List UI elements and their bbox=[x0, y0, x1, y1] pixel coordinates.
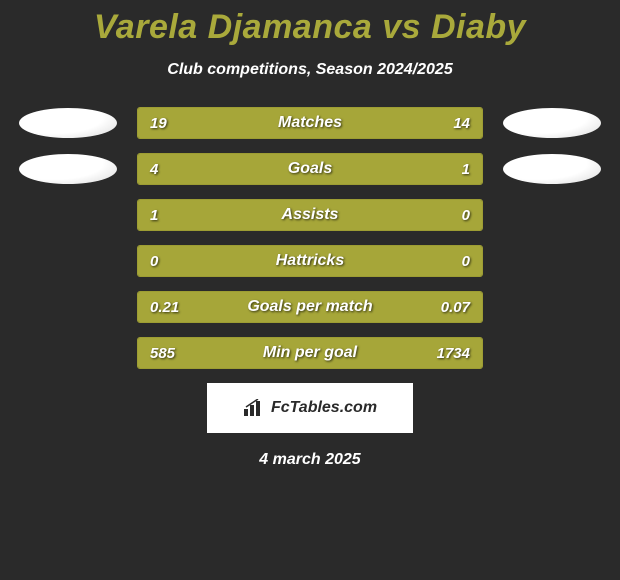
footer-brand-wrap: FcTables.com bbox=[243, 399, 377, 417]
stat-value-left: 585 bbox=[150, 338, 175, 368]
footer-brand-text: FcTables.com bbox=[271, 399, 377, 417]
stat-value-right: 0 bbox=[462, 200, 470, 230]
stat-bar: Goals4 1 bbox=[137, 153, 483, 185]
comparison-container: Varela Djamanca vs Diaby Club competitio… bbox=[0, 0, 620, 469]
stat-label: Min per goal bbox=[138, 338, 482, 368]
player-avatar-left bbox=[19, 154, 117, 184]
stat-row: Hattricks0 0 bbox=[0, 245, 620, 277]
player-avatar-right bbox=[503, 108, 601, 138]
stat-row: Min per goal585 1734 bbox=[0, 337, 620, 369]
page-subtitle: Club competitions, Season 2024/2025 bbox=[0, 61, 620, 79]
footer-badge[interactable]: FcTables.com bbox=[207, 383, 413, 433]
stat-value-left: 1 bbox=[150, 200, 158, 230]
player-avatar-right bbox=[503, 154, 601, 184]
player-avatar-left bbox=[19, 108, 117, 138]
stat-value-left: 0 bbox=[150, 246, 158, 276]
stat-label: Assists bbox=[138, 200, 482, 230]
stat-row: Matches19 14 bbox=[0, 107, 620, 139]
stat-value-right: 1734 bbox=[437, 338, 470, 368]
stat-value-right: 14 bbox=[453, 108, 470, 138]
stat-value-left: 0.21 bbox=[150, 292, 179, 322]
stat-label: Goals bbox=[138, 154, 482, 184]
stat-label: Matches bbox=[138, 108, 482, 138]
stat-value-right: 0.07 bbox=[441, 292, 470, 322]
stat-row: Goals per match0.21 0.07 bbox=[0, 291, 620, 323]
stat-label: Goals per match bbox=[138, 292, 482, 322]
page-title: Varela Djamanca vs Diaby bbox=[0, 8, 620, 47]
stat-row: Assists1 0 bbox=[0, 199, 620, 231]
stat-value-left: 4 bbox=[150, 154, 158, 184]
stat-label: Hattricks bbox=[138, 246, 482, 276]
stat-value-left: 19 bbox=[150, 108, 167, 138]
stat-bar: Hattricks0 0 bbox=[137, 245, 483, 277]
stat-row: Goals4 1 bbox=[0, 153, 620, 185]
date-text: 4 march 2025 bbox=[0, 451, 620, 469]
chart-icon bbox=[243, 399, 265, 417]
stat-value-right: 1 bbox=[462, 154, 470, 184]
stat-bar: Matches19 14 bbox=[137, 107, 483, 139]
stat-bar: Assists1 0 bbox=[137, 199, 483, 231]
stats-rows: Matches1914Goals41Assists10Hattricks00Go… bbox=[0, 107, 620, 369]
stat-value-right: 0 bbox=[462, 246, 470, 276]
stat-bar: Min per goal585 1734 bbox=[137, 337, 483, 369]
stat-bar: Goals per match0.21 0.07 bbox=[137, 291, 483, 323]
